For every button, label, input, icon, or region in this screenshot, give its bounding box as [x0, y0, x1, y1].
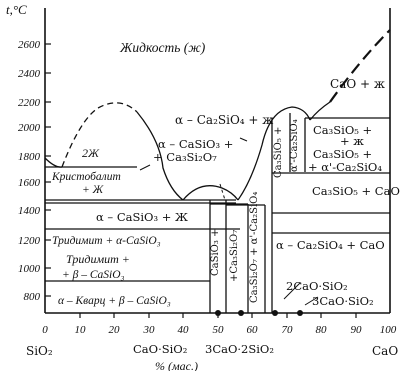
x-tick-label: 70: [282, 324, 294, 336]
pointer-lines: [139, 137, 319, 306]
x-marker-cs: CaO·SiO₂: [133, 342, 187, 356]
y-tick-label: 1800: [18, 151, 41, 163]
axis-markers: [215, 310, 303, 316]
x-tick-labels: 0 10 20 30 40 50 60 70 80 90 100: [42, 324, 397, 336]
x-tick-label: 90: [351, 324, 363, 336]
region-liquid: Жидкость (ж): [119, 40, 206, 55]
region-two-liquids: 2Ж: [82, 146, 100, 160]
region-c3s-ac2s: Ca₃SiO₅ +: [313, 147, 372, 161]
x-right-end: CaO: [372, 344, 398, 358]
region-cristobalite: Кристобалит: [51, 171, 121, 183]
y-tick-label: 2600: [18, 39, 41, 51]
y-tick-marks: [45, 43, 51, 297]
y-tick-label: 800: [24, 291, 41, 303]
liquidus-cs: [182, 185, 239, 201]
region-vert-2: +Ca₃Si₂O₇: [229, 230, 240, 282]
liquidus-tridymite: [136, 111, 184, 201]
region-tridymite-beta: Тридимит +: [66, 252, 130, 266]
x-tick-label: 40: [178, 324, 190, 336]
y-tick-label: 2400: [18, 68, 41, 80]
x-tick-label: 60: [247, 324, 259, 336]
region-vert-5: α'-Ca₂SiO₄: [289, 119, 300, 172]
region-alpha-c2s-l: α – Ca₂SiO₄ + ж: [175, 113, 273, 127]
region-labels: Жидкость (ж) 2Ж Кристобалит + Ж α – CaSi…: [51, 40, 400, 307]
x-tick-label: 50: [213, 324, 225, 336]
y-tick-label: 1600: [18, 177, 41, 189]
liquidus-cao-dashed: [329, 29, 391, 103]
region-c3s-ac2s-2: + α'-Ca₂SiO₄: [308, 160, 382, 174]
region-acs-c3s2-2: + Ca₃Si₂O₇: [153, 150, 217, 164]
y-tick-label: 1000: [18, 263, 41, 275]
region-vert-1: CaSiO₃ +: [210, 229, 221, 276]
phase-boundaries: [44, 29, 391, 313]
region-vert-3: Ca₃Si₂O₇ + α'-Ca₂SiO₄: [249, 192, 260, 303]
region-acs-c3s2: α – CaSiO₃ +: [158, 137, 233, 151]
region-vert-4: Ca₃SiO₅ +: [273, 127, 284, 178]
x-marker-c3s2: 3CaO·2SiO₂: [205, 342, 274, 356]
liquidus-c2s: [237, 106, 311, 201]
region-c3s-cao: Ca₃SiO₅ + CaO: [312, 184, 400, 198]
region-c3s-l-2: + ж: [340, 134, 364, 148]
x-tick-label: 80: [316, 324, 328, 336]
region-c3s-l: Ca₃SiO₅ +: [313, 123, 372, 137]
liquidus-c3s: [309, 101, 331, 121]
y-tick-label: 2200: [18, 97, 41, 109]
y-axis-label: t,°C: [6, 2, 27, 17]
region-ac2s-cao: α – Ca₂SiO₄ + CaO: [276, 238, 385, 252]
c2s-label: 2CaO·SiO₂: [286, 279, 348, 293]
region-tridymite-beta-2: + β – CaSiO₃: [62, 269, 125, 281]
x-tick-label: 100: [380, 324, 397, 336]
region-cristobalite-l: + Ж: [82, 184, 104, 196]
x-tick-label: 0: [42, 324, 48, 336]
c3s-label: 3CaO·SiO₂: [312, 294, 374, 308]
y-tick-label: 2000: [18, 122, 41, 134]
x-tick-label: 30: [143, 324, 156, 336]
x-tick-label: 10: [75, 324, 87, 336]
region-cao-l: CaO + ж: [330, 77, 385, 91]
y-tick-labels: 2600 2400 2200 2000 1800 1600 1400 1200 …: [18, 39, 41, 303]
y-tick-label: 1200: [18, 235, 41, 247]
liquidus-silica: [44, 157, 63, 168]
y-tick-label: 1400: [18, 205, 41, 217]
x-tick-label: 20: [109, 324, 121, 336]
x-axis-label: % (мас.): [155, 359, 198, 371]
liquidus-silica-dashed: [61, 102, 138, 168]
x-left-end: SiO₂: [26, 344, 53, 358]
region-alpha-cs-l: α – CaSiO₃ + Ж: [96, 210, 188, 224]
region-quartz-beta: α – Кварц + β – CaSiO₃: [58, 295, 171, 307]
region-tridymite-alpha-cs: Тридимит + α-CaSiO₃: [52, 235, 161, 247]
